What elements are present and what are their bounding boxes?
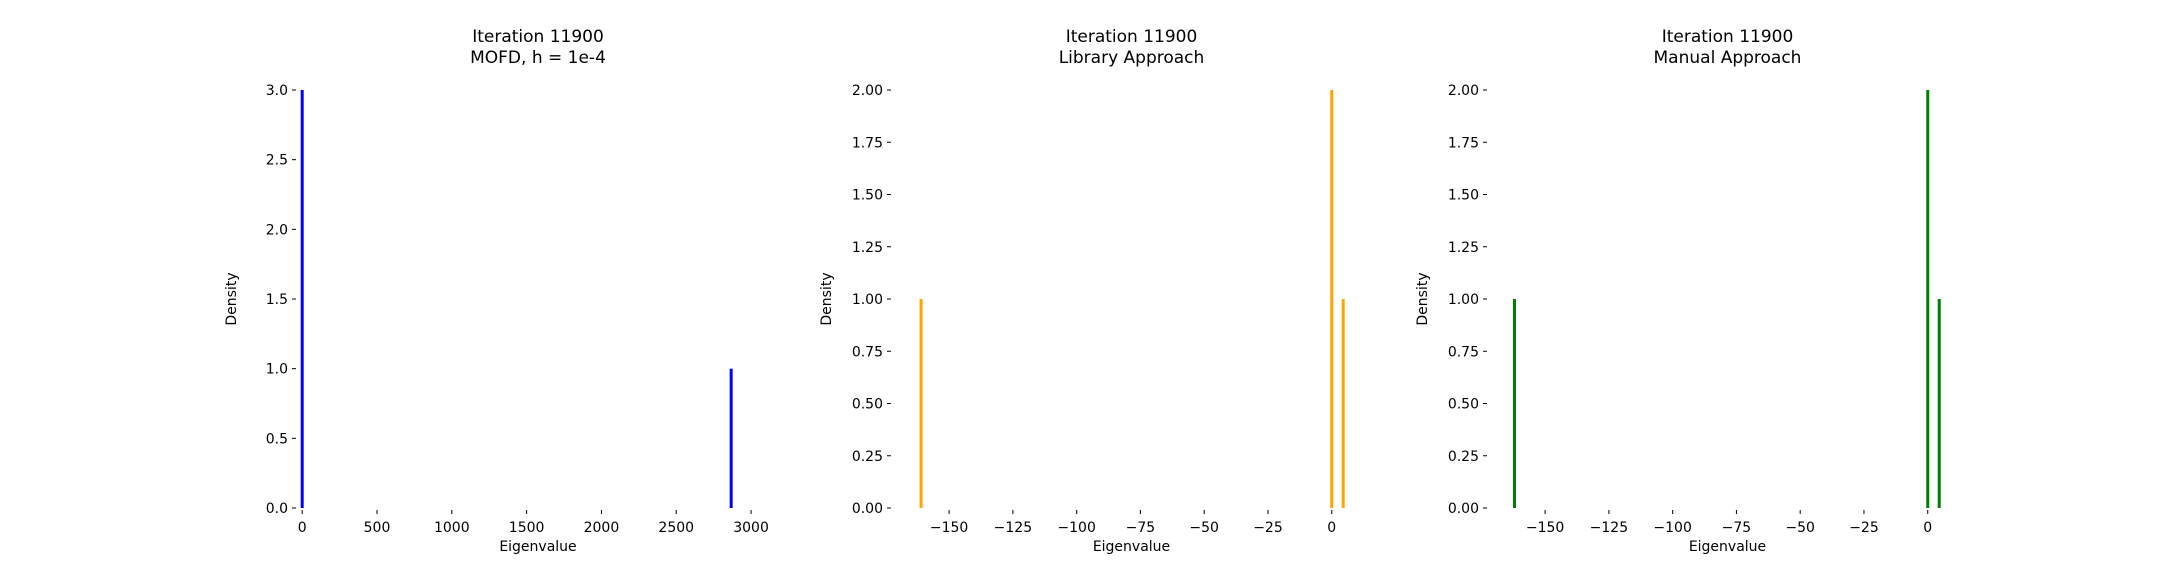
y-axis-label: Density bbox=[224, 272, 240, 325]
density-bar bbox=[300, 90, 304, 508]
y-tick-label: 0.00 bbox=[852, 501, 883, 517]
x-tick-label: 1000 bbox=[434, 520, 470, 536]
x-tick-label: −150 bbox=[930, 520, 968, 536]
x-tick-label: 2500 bbox=[658, 520, 694, 536]
y-tick-label: 0.25 bbox=[1448, 449, 1479, 465]
x-tick-label: −50 bbox=[1785, 520, 1815, 536]
chart-subtitle: MOFD, h = 1e-4 bbox=[470, 48, 606, 68]
y-axis-label: Density bbox=[819, 272, 835, 325]
x-tick-label: −100 bbox=[1653, 520, 1691, 536]
x-axis-label: Eigenvalue bbox=[1689, 539, 1766, 555]
chart-title: Iteration 11900 bbox=[1662, 27, 1794, 47]
density-bar bbox=[1926, 90, 1930, 508]
y-tick-label: 1.50 bbox=[852, 188, 883, 204]
x-tick-label: −25 bbox=[1849, 520, 1879, 536]
y-tick-label: 0.0 bbox=[266, 501, 288, 517]
density-bar bbox=[1341, 299, 1345, 508]
density-bar bbox=[1937, 299, 1941, 508]
y-tick-label: 1.0 bbox=[266, 362, 288, 378]
chart-title: Iteration 11900 bbox=[1066, 27, 1198, 47]
x-tick-label: −150 bbox=[1526, 520, 1564, 536]
x-tick-label: 3000 bbox=[733, 520, 769, 536]
x-axis-label: Eigenvalue bbox=[499, 539, 576, 555]
x-tick-label: 500 bbox=[364, 520, 391, 536]
y-axis-label: Density bbox=[1415, 272, 1431, 325]
density-bar bbox=[1513, 299, 1517, 508]
chart-title: Iteration 11900 bbox=[472, 27, 604, 47]
y-tick-label: 2.5 bbox=[266, 153, 288, 169]
y-tick-label: 1.00 bbox=[852, 292, 883, 308]
y-tick-label: 0.50 bbox=[1448, 397, 1479, 413]
x-tick-label: 0 bbox=[1923, 520, 1932, 536]
x-tick-label: −75 bbox=[1722, 520, 1752, 536]
x-axis-label: Eigenvalue bbox=[1093, 539, 1170, 555]
x-tick-label: 0 bbox=[1327, 520, 1336, 536]
x-tick-label: 2000 bbox=[584, 520, 620, 536]
density-bar bbox=[729, 368, 733, 508]
y-tick-label: 1.75 bbox=[852, 135, 883, 151]
y-tick-label: 1.50 bbox=[1448, 188, 1479, 204]
x-tick-label: −125 bbox=[994, 520, 1032, 536]
chart-subtitle: Manual Approach bbox=[1654, 48, 1802, 68]
y-tick-label: 1.25 bbox=[852, 240, 883, 256]
y-tick-label: 0.50 bbox=[852, 397, 883, 413]
x-tick-label: −75 bbox=[1126, 520, 1156, 536]
y-tick-label: 1.75 bbox=[1448, 135, 1479, 151]
density-bar bbox=[1330, 90, 1334, 508]
y-tick-label: 2.00 bbox=[1448, 83, 1479, 99]
x-tick-label: 1500 bbox=[509, 520, 545, 536]
y-tick-label: 1.00 bbox=[1448, 292, 1479, 308]
x-tick-label: −25 bbox=[1253, 520, 1283, 536]
y-tick-label: 1.5 bbox=[266, 292, 288, 308]
y-tick-label: 2.0 bbox=[266, 222, 288, 238]
chart-subtitle: Library Approach bbox=[1059, 48, 1205, 68]
y-tick-label: 0.25 bbox=[852, 449, 883, 465]
y-tick-label: 0.00 bbox=[1448, 501, 1479, 517]
x-tick-label: −125 bbox=[1590, 520, 1628, 536]
y-tick-label: 1.25 bbox=[1448, 240, 1479, 256]
y-tick-label: 3.0 bbox=[266, 83, 288, 99]
x-tick-label: −100 bbox=[1057, 520, 1095, 536]
y-tick-label: 2.00 bbox=[852, 83, 883, 99]
y-tick-label: 0.5 bbox=[266, 431, 288, 447]
x-tick-label: −50 bbox=[1189, 520, 1219, 536]
y-tick-label: 0.75 bbox=[1448, 344, 1479, 360]
density-bar bbox=[919, 299, 923, 508]
x-tick-label: 0 bbox=[298, 520, 307, 536]
y-tick-label: 0.75 bbox=[852, 344, 883, 360]
